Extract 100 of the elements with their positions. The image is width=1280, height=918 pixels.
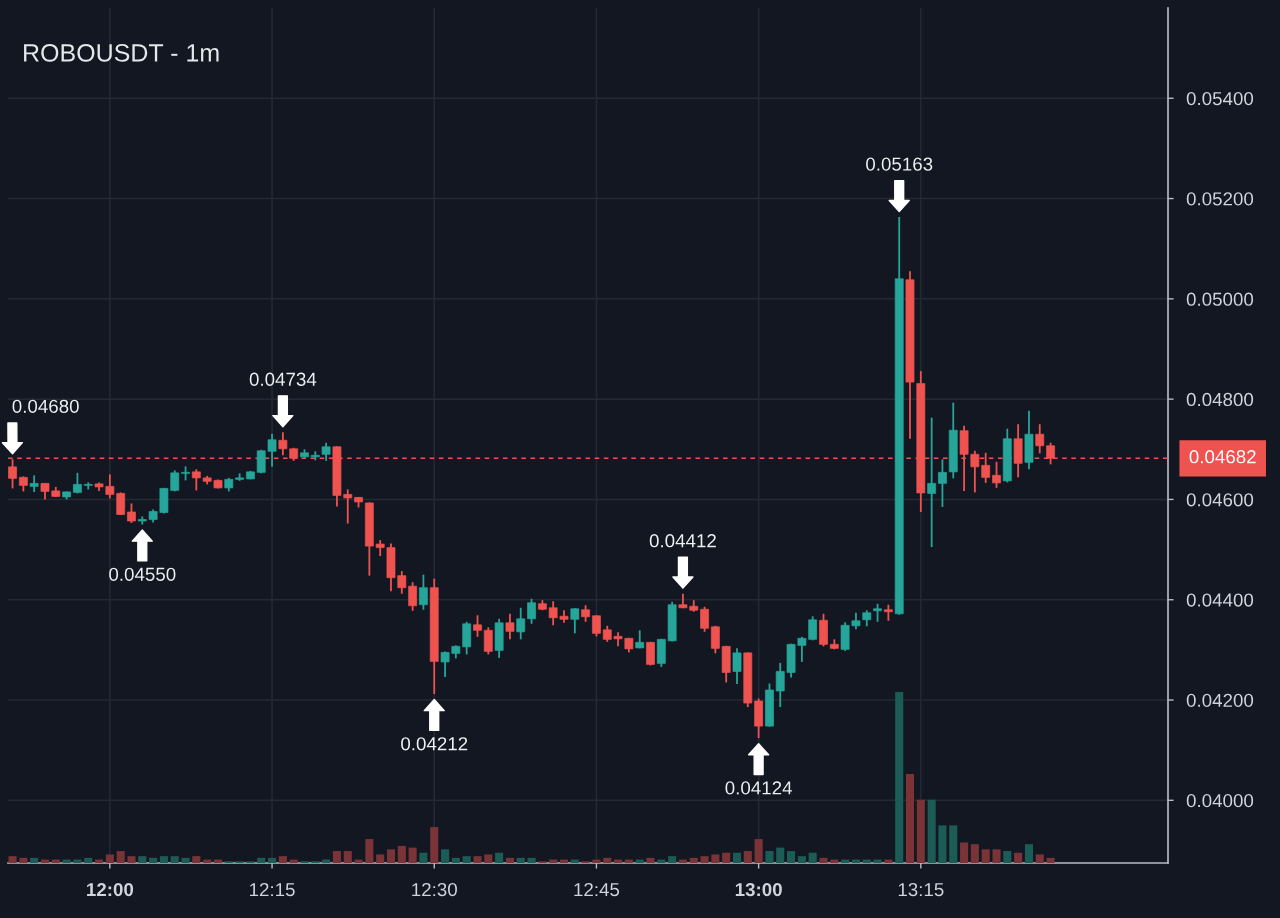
bar — [700, 856, 709, 863]
x-tick-label: 12:15 — [250, 882, 295, 897]
candlestick — [483, 626, 493, 656]
bar — [84, 857, 93, 863]
y-tick-label: 0.04800 — [1186, 392, 1254, 407]
bar — [527, 857, 536, 863]
candlestick — [700, 605, 709, 633]
bar — [30, 857, 39, 863]
bar — [895, 692, 904, 863]
bar — [365, 839, 374, 863]
candlestick — [527, 597, 536, 625]
bar — [516, 857, 525, 863]
candlestick — [419, 573, 428, 611]
bar — [949, 825, 958, 863]
bar — [138, 856, 147, 863]
bar — [1035, 854, 1044, 863]
bar — [808, 852, 817, 863]
annotation: 0.04680 — [12, 399, 79, 413]
bar — [484, 854, 493, 863]
bar — [451, 857, 460, 863]
bar — [408, 847, 417, 863]
bar — [376, 854, 385, 863]
bar — [722, 852, 731, 863]
candlestick — [873, 602, 882, 623]
bar — [386, 849, 396, 863]
bar — [689, 857, 698, 863]
bar — [776, 847, 785, 863]
candlestick — [635, 629, 645, 650]
bar — [343, 851, 352, 863]
bar — [430, 827, 439, 863]
bar — [1024, 844, 1034, 863]
bar — [192, 856, 201, 863]
bar — [116, 851, 125, 863]
bar — [754, 839, 763, 863]
candlestick — [938, 458, 947, 508]
candlestick — [127, 502, 136, 524]
bar — [268, 857, 277, 863]
y-tick-label: 0.05200 — [1186, 192, 1254, 206]
bar — [257, 857, 266, 863]
bar — [765, 851, 774, 863]
bar — [419, 852, 428, 863]
annotation: 0.04734 — [249, 372, 317, 386]
annotation: 0.04412 — [649, 534, 716, 548]
annotation: 0.05163 — [866, 157, 933, 171]
candlestick — [516, 606, 526, 641]
bar — [1003, 851, 1012, 863]
candlestick — [473, 614, 482, 638]
bar — [170, 856, 179, 863]
bar — [732, 852, 742, 863]
x-tick-label: 12:45 — [574, 882, 620, 897]
bar — [970, 844, 979, 863]
bar — [938, 825, 947, 863]
bar — [1014, 852, 1023, 863]
bar — [278, 856, 287, 863]
bar — [711, 854, 720, 863]
candlestick — [408, 581, 418, 612]
bar — [127, 856, 136, 863]
bar — [8, 856, 17, 863]
annotation: 0.04124 — [725, 781, 792, 795]
candlestick — [883, 603, 893, 622]
bar — [819, 857, 828, 863]
annotation: 0.04550 — [109, 567, 176, 581]
bar — [19, 857, 28, 863]
bar — [354, 859, 363, 863]
bar — [441, 849, 450, 863]
bar — [797, 856, 806, 863]
x-tick-label: 13:00 — [735, 882, 782, 897]
bar — [960, 842, 969, 863]
bar — [668, 856, 677, 863]
candlestick — [321, 441, 331, 462]
bar — [905, 774, 915, 863]
candlestick — [592, 614, 601, 638]
bar — [992, 849, 1001, 863]
y-tick-label: 0.04000 — [1186, 794, 1254, 808]
y-tick-label: 0.04200 — [1186, 693, 1254, 707]
x-tick-label: 12:30 — [412, 882, 457, 897]
bar — [397, 845, 406, 863]
bar — [473, 856, 482, 863]
y-tick-label: 0.05000 — [1186, 292, 1254, 306]
bar — [159, 856, 168, 863]
x-tick-label: 12:00 — [87, 882, 134, 897]
bar — [743, 851, 752, 863]
annotation: 0.04212 — [401, 737, 468, 751]
bar — [149, 857, 158, 863]
bar — [916, 799, 925, 863]
bar — [181, 857, 190, 863]
ref-line-label: 0.04682 — [1189, 450, 1256, 464]
bar — [462, 856, 471, 863]
candlestick — [1035, 423, 1045, 455]
bar — [981, 849, 990, 863]
text: ROBOUSDT - 1m — [24, 44, 219, 62]
bar — [332, 851, 341, 863]
bar — [495, 852, 504, 863]
bar — [603, 857, 612, 863]
y-tick-label: 0.04400 — [1186, 593, 1254, 607]
bar — [505, 857, 514, 863]
candlestick — [927, 416, 937, 548]
x-tick-label: 13:15 — [898, 882, 944, 897]
bar — [646, 857, 655, 863]
bar — [787, 851, 796, 863]
